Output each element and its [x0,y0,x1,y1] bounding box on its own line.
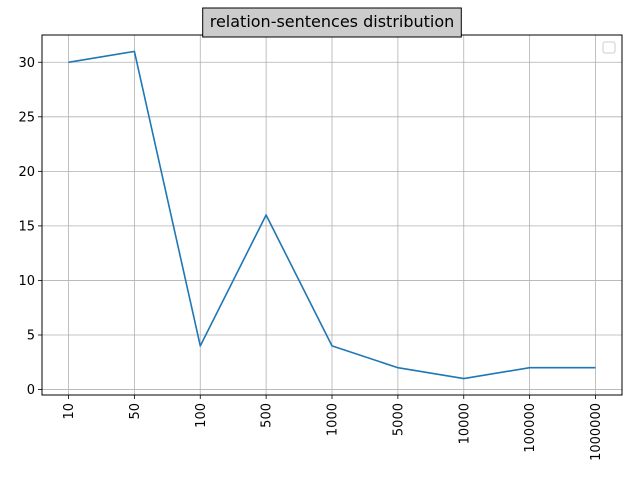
chart-title: relation-sentences distribution [210,12,455,31]
chart-title-box [202,7,462,38]
x-tick-label: 500 [260,403,275,428]
legend [602,41,616,54]
y-tick-label: 30 [18,56,35,71]
x-tick-label: 100 [194,403,209,428]
chart-title-group: relation-sentences distribution [202,7,462,38]
x-tick-label: 10 [62,403,77,420]
x-tick-label: 1000 [326,403,341,436]
grid-layer [42,35,622,395]
x-tick-label: 5000 [391,403,406,436]
x-tick-label: 10000 [457,403,472,444]
x-tick-label: 50 [128,403,143,420]
y-tick-label: 15 [18,219,35,234]
y-tick-label: 0 [27,383,35,398]
x-tick-label: 100000 [523,403,538,453]
series-line [68,50,596,380]
y-tick-label: 5 [27,329,35,344]
series-layer [68,50,596,380]
tick-layer: 10 50 100 500 1000 5000 10000 100000 1000000 0 5 10… [18,56,604,461]
legend-box [602,41,616,54]
y-tick-label: 10 [18,274,35,289]
y-tick-label: 20 [18,165,35,180]
x-tick-label: 1000000 [589,403,604,461]
y-tick-label: 25 [18,110,35,125]
